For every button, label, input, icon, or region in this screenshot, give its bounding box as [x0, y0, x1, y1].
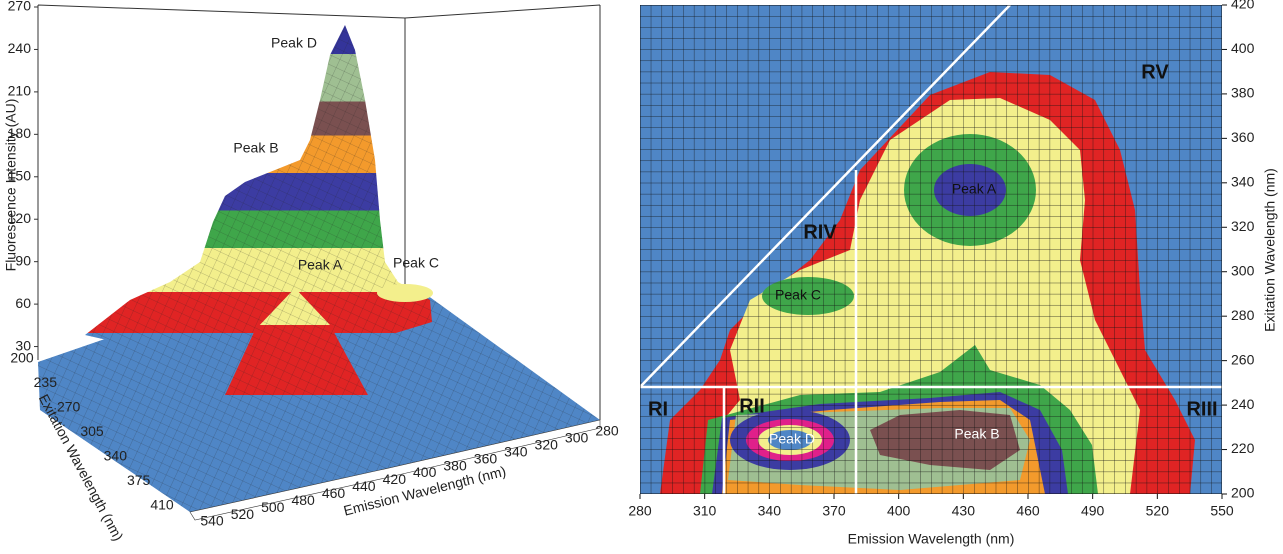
x-tick-label: 340 [504, 443, 528, 459]
x-tick-label: 400 [413, 464, 437, 480]
y-tick-label: 420 [1231, 0, 1255, 12]
y-tick-label: 260 [1231, 351, 1255, 367]
x-tick-label: 460 [322, 485, 346, 501]
x-tick-label: 280 [595, 423, 619, 439]
peak-label: Peak A [952, 181, 997, 197]
x-tick-label: 420 [383, 471, 407, 487]
y-tick-label: 340 [1231, 174, 1255, 190]
x-tick-label: 490 [1081, 503, 1105, 519]
z-tick-label: 150 [8, 167, 32, 183]
region-label: RI [648, 398, 668, 420]
y-tick-label: 300 [1231, 262, 1255, 278]
y-tick-label: 400 [1231, 40, 1255, 56]
z-tick-label: 120 [8, 210, 32, 226]
x-tick-label: 280 [628, 503, 652, 519]
y-axis-label: Exitation Wavelength (nm) [1262, 168, 1278, 332]
x-tick-label: 520 [231, 506, 255, 522]
x-tick-label: 540 [200, 513, 224, 529]
z-tick-label: 30 [15, 337, 31, 353]
peak-label: Peak D [271, 35, 317, 51]
x-tick-label: 380 [443, 457, 467, 473]
x-tick-label: 300 [565, 430, 589, 446]
region-label: RIV [803, 221, 837, 243]
z-tick-label: 270 [8, 0, 32, 14]
z-axis-label: Fluorescence Intensity (AU) [3, 99, 19, 272]
x-tick-label: 460 [1016, 503, 1040, 519]
y-tick-label: 410 [150, 497, 174, 513]
x-tick-label: 500 [261, 499, 285, 515]
x-tick-label: 400 [887, 503, 911, 519]
region-label: RII [739, 395, 765, 417]
peak-label: Peak C [393, 255, 439, 271]
y-tick-label: 380 [1231, 85, 1255, 101]
x-tick-label: 480 [291, 492, 315, 508]
x-tick-label: 430 [952, 503, 976, 519]
x-axis-label: Emission Wavelength (nm) [848, 531, 1015, 547]
y-tick-label: 375 [127, 472, 151, 488]
z-tick-label: 60 [15, 295, 31, 311]
peak-label: Peak C [775, 287, 821, 303]
y-tick-label: 270 [57, 399, 81, 415]
x-tick-label: 550 [1210, 503, 1234, 519]
peak-label: Peak B [954, 426, 999, 442]
peak-label: Peak A [298, 257, 343, 273]
z-tick-label: 240 [8, 40, 32, 56]
y-tick-label: 200 [10, 350, 34, 366]
y-tick-label: 235 [34, 374, 58, 390]
contour-plot [640, 5, 1222, 494]
x-tick-label: 310 [693, 503, 717, 519]
x-tick-label: 370 [822, 503, 846, 519]
y-tick-label: 360 [1231, 129, 1255, 145]
y-tick-label: 220 [1231, 440, 1255, 456]
region-label: RIII [1186, 398, 1217, 420]
z-tick-label: 210 [8, 83, 32, 99]
peak-label: Peak D [769, 431, 815, 447]
z-tick-label: 180 [8, 125, 32, 141]
y-tick-label: 240 [1231, 396, 1255, 412]
surface-plot [37, 4, 601, 521]
y-tick-label: 305 [80, 423, 104, 439]
x-tick-label: 440 [352, 478, 376, 494]
x-tick-label: 320 [535, 437, 559, 453]
x-tick-label: 340 [758, 503, 782, 519]
x-tick-label: 360 [474, 450, 498, 466]
z-tick-label: 90 [15, 252, 31, 268]
y-tick-label: 200 [1231, 485, 1255, 501]
peak-label: Peak B [233, 140, 278, 156]
y-tick-label: 320 [1231, 218, 1255, 234]
y-tick-label: 340 [104, 448, 128, 464]
y-tick-label: 280 [1231, 307, 1255, 323]
x-tick-label: 520 [1146, 503, 1170, 519]
region-label: RV [1141, 61, 1169, 83]
